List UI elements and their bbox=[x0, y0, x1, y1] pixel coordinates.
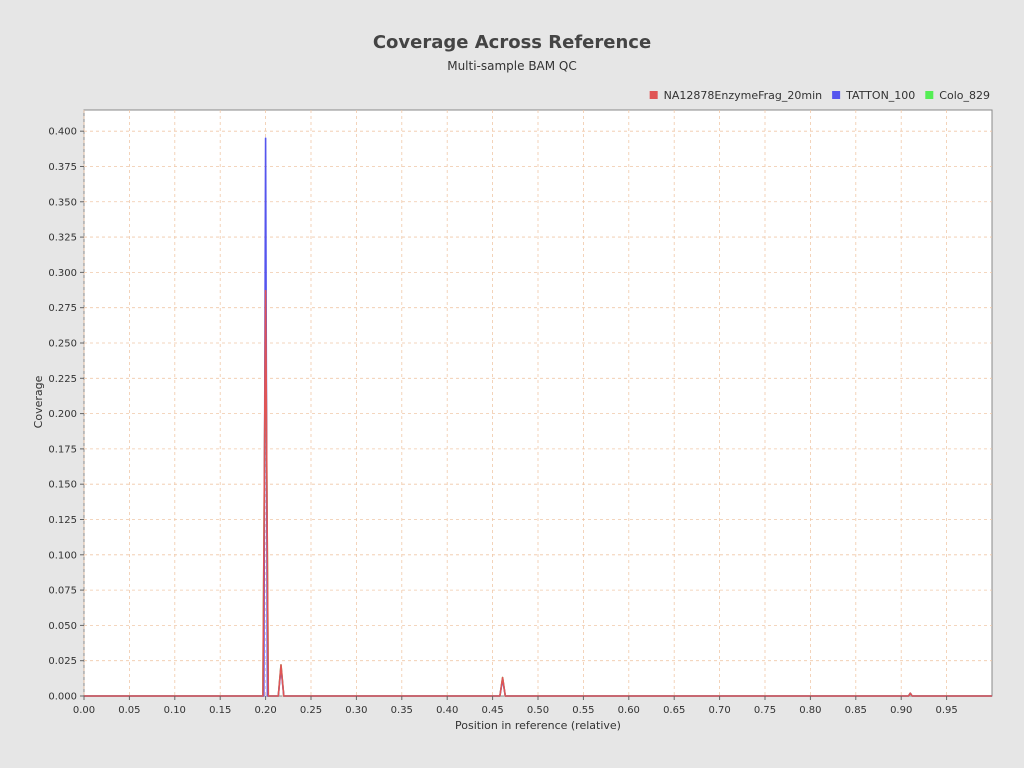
y-tick-label: 0.300 bbox=[48, 268, 77, 279]
legend-label: Colo_829 bbox=[939, 89, 990, 102]
series-line-na12878enzymefrag-20min bbox=[84, 289, 992, 697]
legend-label: TATTON_100 bbox=[845, 89, 915, 102]
y-tick-label: 0.325 bbox=[48, 233, 77, 244]
y-tick-label: 0.075 bbox=[48, 586, 77, 597]
x-tick-label: 0.90 bbox=[890, 705, 912, 716]
legend: NA12878EnzymeFrag_20min TATTON_100 Colo_82… bbox=[649, 89, 990, 102]
x-tick-label: 0.05 bbox=[118, 705, 140, 716]
x-tick-label: 0.65 bbox=[663, 705, 685, 716]
y-tick-label: 0.025 bbox=[48, 656, 77, 667]
y-tick-label: 0.100 bbox=[48, 550, 77, 561]
x-axis: 0.00 0.05 0.10 0.15 0.20 0.25 0.30 0.35 0.40 0.45… bbox=[73, 696, 958, 716]
y-axis-label: Coverage bbox=[32, 375, 45, 428]
y-tick-label: 0.400 bbox=[48, 127, 77, 138]
y-tick-label: 0.175 bbox=[48, 444, 77, 455]
x-tick-label: 0.25 bbox=[300, 705, 322, 716]
y-tick-label: 0.150 bbox=[48, 480, 77, 491]
chart-subtitle: Multi-sample BAM QC bbox=[447, 59, 577, 73]
y-tick-label: 0.275 bbox=[48, 303, 77, 314]
y-tick-label: 0.200 bbox=[48, 409, 77, 420]
x-tick-label: 0.60 bbox=[618, 705, 640, 716]
y-tick-label: 0.050 bbox=[48, 621, 77, 632]
y-tick-label: 0.000 bbox=[48, 692, 77, 703]
x-tick-label: 0.70 bbox=[708, 705, 730, 716]
legend-swatch bbox=[832, 91, 841, 99]
legend-swatch bbox=[925, 91, 934, 99]
y-axis: 0.000 0.025 0.050 0.075 0.100 0.125 0.150 0.175… bbox=[48, 127, 84, 703]
x-axis-label: Position in reference (relative) bbox=[455, 719, 621, 732]
legend-label: NA12878EnzymeFrag_20min bbox=[664, 89, 822, 102]
legend-swatch bbox=[649, 91, 658, 99]
x-tick-label: 0.40 bbox=[436, 705, 458, 716]
x-tick-label: 0.15 bbox=[209, 705, 231, 716]
chart-title: Coverage Across Reference bbox=[373, 32, 651, 53]
x-tick-label: 0.35 bbox=[391, 705, 413, 716]
y-tick-label: 0.375 bbox=[48, 162, 77, 173]
x-tick-label: 0.20 bbox=[254, 705, 276, 716]
x-tick-label: 0.75 bbox=[754, 705, 776, 716]
y-tick-label: 0.350 bbox=[48, 197, 77, 208]
x-tick-label: 0.30 bbox=[345, 705, 367, 716]
x-tick-label: 0.80 bbox=[799, 705, 821, 716]
x-tick-label: 0.00 bbox=[73, 705, 95, 716]
x-tick-label: 0.10 bbox=[164, 705, 186, 716]
y-tick-label: 0.225 bbox=[48, 374, 77, 385]
x-tick-label: 0.55 bbox=[572, 705, 594, 716]
y-tick-label: 0.125 bbox=[48, 515, 77, 526]
x-tick-label: 0.95 bbox=[935, 705, 957, 716]
x-tick-label: 0.45 bbox=[481, 705, 503, 716]
x-tick-label: 0.85 bbox=[845, 705, 867, 716]
x-tick-label: 0.50 bbox=[527, 705, 549, 716]
series-lines bbox=[84, 137, 992, 697]
y-tick-label: 0.250 bbox=[48, 338, 77, 349]
gridlines bbox=[83, 110, 992, 697]
